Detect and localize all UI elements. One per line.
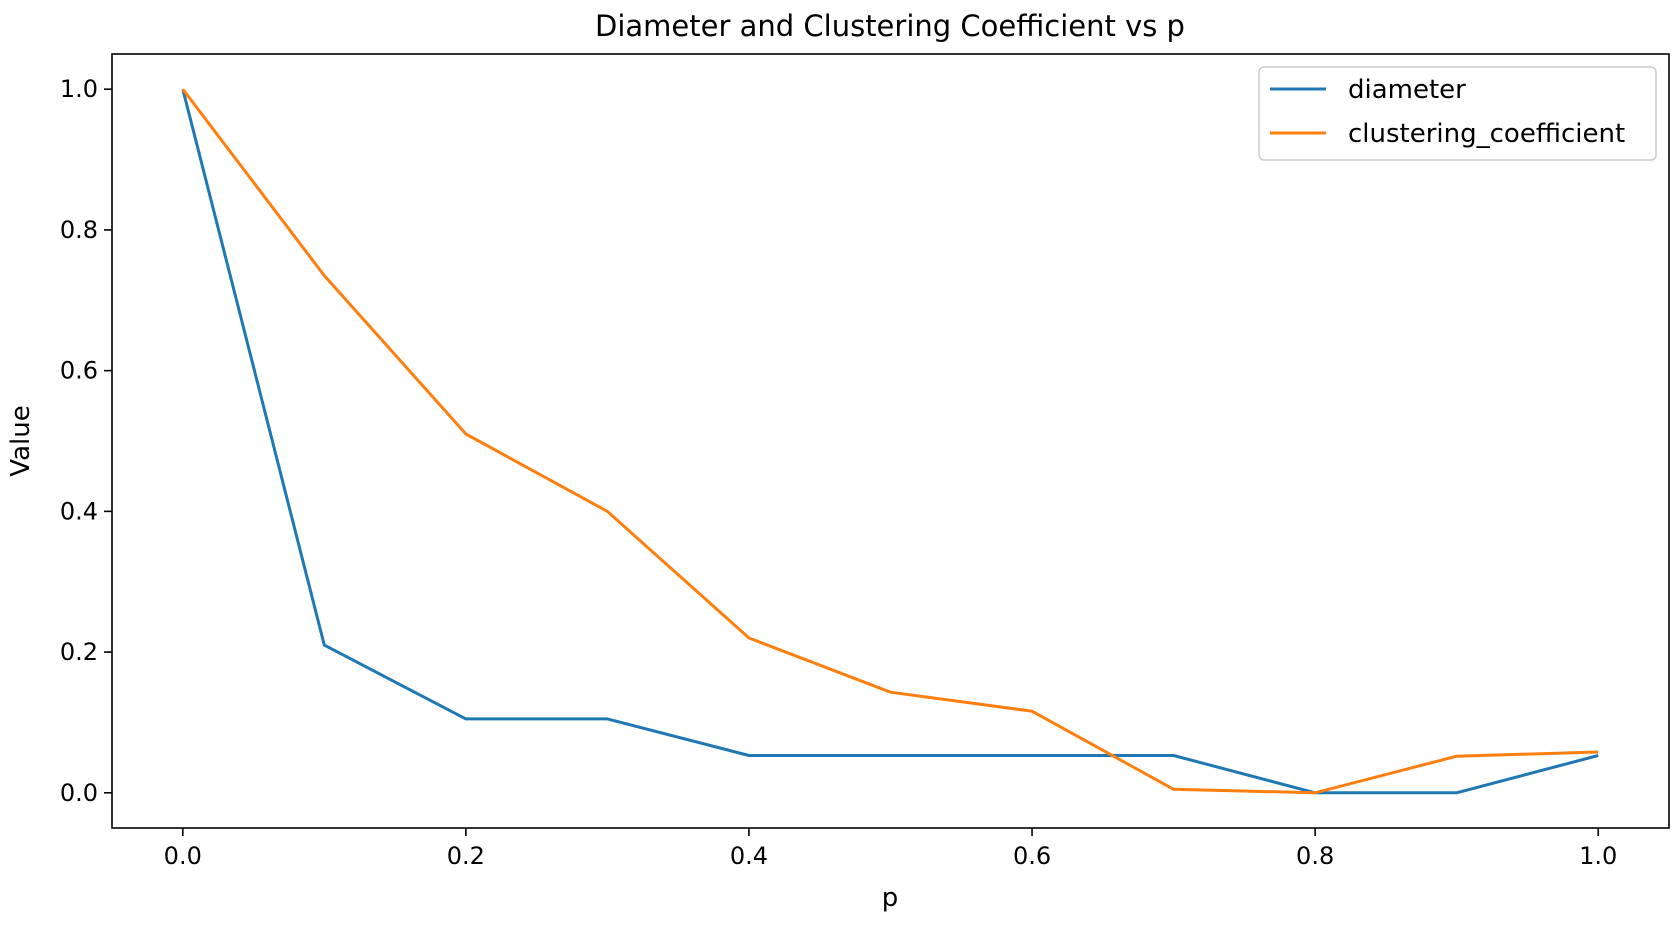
x-axis-ticks: 0.0 0.2 0.4 0.6 0.8 1.0 <box>164 828 1617 870</box>
y-tick-label: 0.8 <box>60 216 98 244</box>
y-tick-label: 1.0 <box>60 75 98 103</box>
y-tick-label: 0.2 <box>60 638 98 666</box>
plot-frame <box>111 53 1670 829</box>
y-axis-label: Value <box>6 405 36 476</box>
x-tick-label: 0.6 <box>1013 842 1051 870</box>
x-tick-label: 0.4 <box>730 842 768 870</box>
legend: diameter clustering_coefficient <box>1258 66 1657 161</box>
y-tick-label: 0.6 <box>60 357 98 385</box>
y-tick-label: 0.0 <box>60 779 98 807</box>
legend-box <box>1258 66 1657 161</box>
x-tick-label: 1.0 <box>1579 842 1617 870</box>
chart-title: Diameter and Clustering Coefficient vs p <box>595 9 1185 43</box>
legend-label-clustering-coefficient: clustering_coefficient <box>1348 119 1625 149</box>
y-tick-label: 0.4 <box>60 497 98 525</box>
y-axis-ticks: 0.0 0.2 0.4 0.6 0.8 1.0 <box>60 75 112 807</box>
x-tick-label: 0.8 <box>1296 842 1334 870</box>
x-tick-label: 0.0 <box>164 842 202 870</box>
x-tick-label: 0.2 <box>447 842 485 870</box>
legend-label-diameter: diameter <box>1348 75 1466 105</box>
series-line-clustering-coefficient <box>181 88 1599 795</box>
x-axis-label: p <box>882 883 899 913</box>
series-line-diameter <box>181 88 1599 795</box>
series-lines <box>181 88 1599 795</box>
